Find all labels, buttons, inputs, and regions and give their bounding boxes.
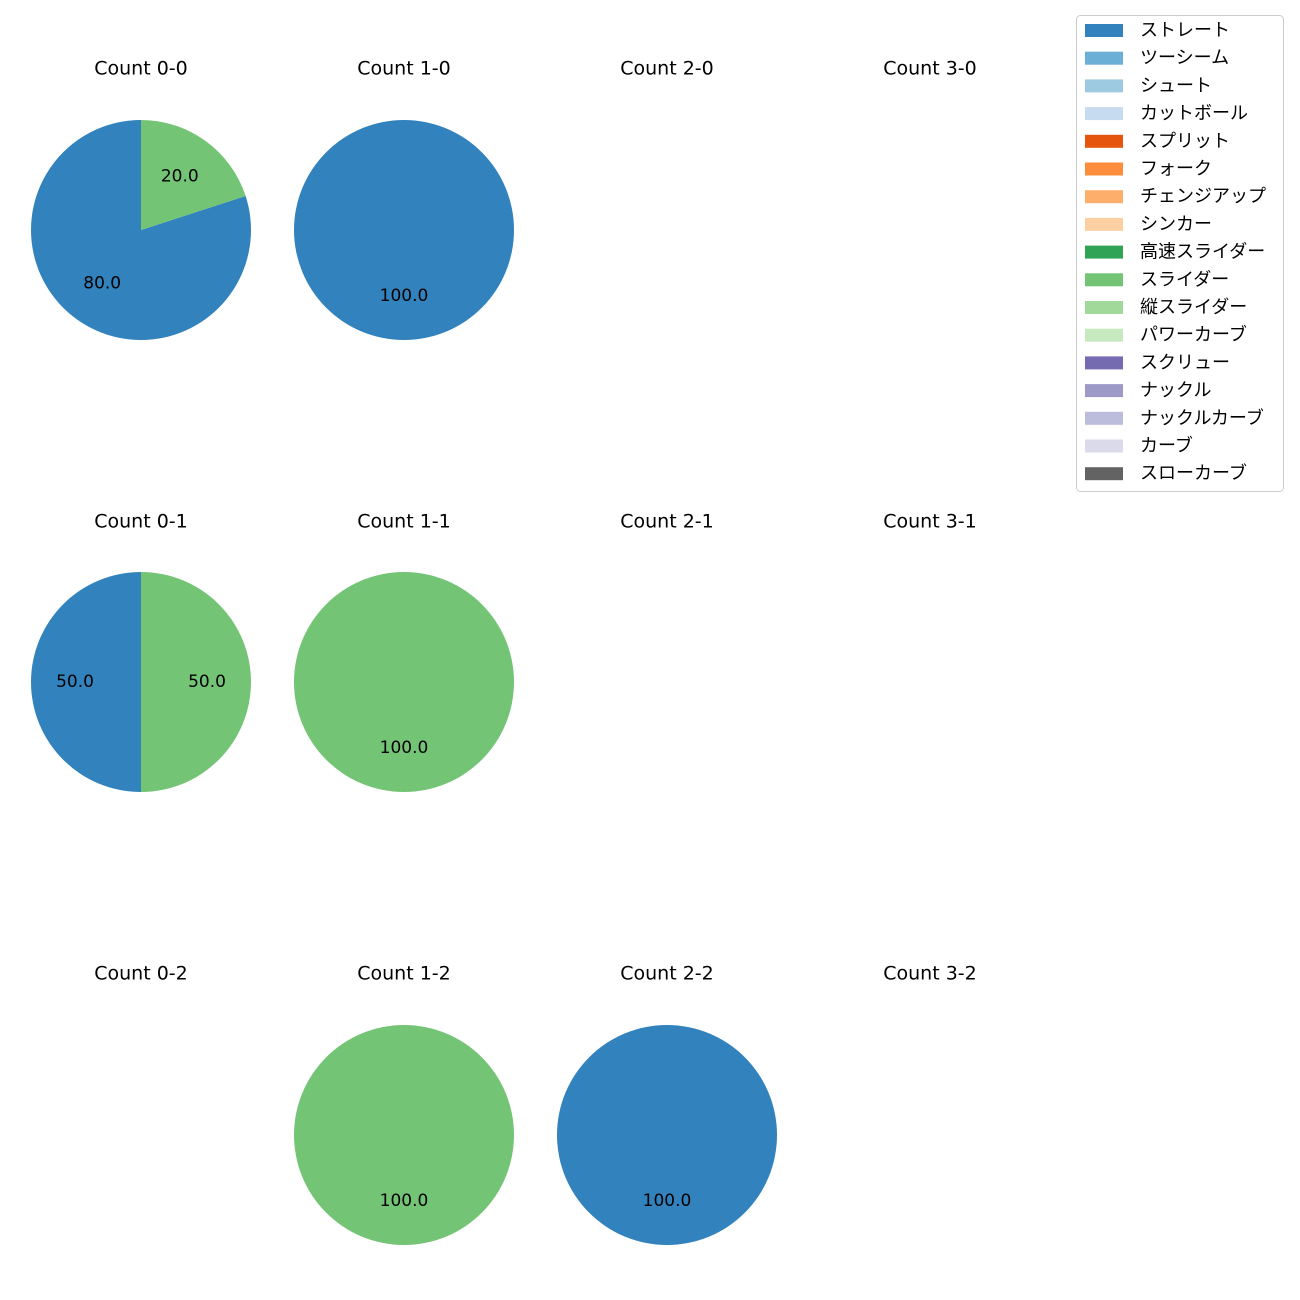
legend-label: フォーク [1140, 159, 1212, 180]
legend-swatch [1085, 467, 1123, 481]
pie-title: Count 2-2 [620, 963, 714, 985]
pie-panel: Count 1-1 100.0 [294, 511, 514, 792]
pie-slice-label: 100.0 [380, 1191, 429, 1211]
legend-swatch [1085, 162, 1123, 176]
legend-label: スライダー [1140, 269, 1229, 290]
legend-label: スクリュー [1140, 352, 1230, 373]
pie-panel: Count 1-2 100.0 [294, 963, 514, 1245]
pie-panel: Count 0-0 80.0 20.0 [30, 58, 251, 340]
pie-panel: Count 2-1 [620, 511, 714, 533]
legend-label: パワーカーブ [1140, 324, 1247, 346]
pie-slice-label: 100.0 [643, 1191, 692, 1211]
pie-slice-label: 80.0 [83, 273, 121, 293]
pie-title: Count 1-2 [357, 963, 451, 985]
legend-label: スローカーブ [1140, 462, 1247, 484]
legend-swatch [1085, 51, 1123, 65]
pie-title: Count 0-2 [94, 963, 188, 985]
pie-slice [31, 572, 141, 792]
legend-swatch [1085, 356, 1123, 370]
pie-title: Count 2-1 [620, 511, 714, 533]
legend-swatch [1085, 273, 1123, 287]
pie-title: Count 3-1 [883, 511, 977, 533]
pie-slice [294, 572, 514, 792]
legend-swatch [1085, 328, 1123, 342]
legend-label: ナックル [1140, 380, 1211, 401]
pie-title: Count 2-0 [620, 58, 714, 80]
legend-label: カットボール [1140, 103, 1248, 124]
legend-label: ナックルカーブ [1140, 407, 1264, 429]
pie-slice-label: 50.0 [188, 672, 226, 692]
legend-swatch [1085, 79, 1123, 93]
legend-label: ツーシーム [1140, 48, 1229, 69]
pie-slice-label: 100.0 [380, 738, 429, 758]
legend-label: チェンジアップ [1140, 186, 1266, 207]
pie-slice [294, 120, 514, 340]
pie-slice [557, 1025, 777, 1245]
pie-panel: Count 3-0 [883, 58, 977, 80]
legend-swatch [1085, 24, 1123, 37]
pie-panel: Count 0-2 [94, 963, 188, 985]
legend-label: 縦スライダー [1140, 297, 1247, 318]
pie-title: Count 3-0 [883, 58, 977, 80]
pie-panel: Count 1-0 100.0 [294, 58, 514, 340]
pie-panel: Count 0-1 50.0 50.0 [31, 511, 251, 792]
pie-title: Count 3-2 [883, 963, 977, 985]
pie-title: Count 0-0 [94, 58, 188, 80]
legend-swatch [1085, 107, 1123, 121]
legend-swatch [1085, 411, 1123, 425]
pie-slice-label: 20.0 [161, 167, 199, 187]
legend-label: シュート [1140, 75, 1212, 96]
legend-swatch [1085, 384, 1123, 398]
pie-slice-label: 50.0 [56, 672, 94, 692]
legend-frame [1076, 15, 1284, 492]
legend-swatch [1085, 301, 1123, 314]
pie-title: Count 0-1 [94, 511, 188, 533]
legend-swatch [1085, 190, 1123, 204]
pie-slice [141, 120, 246, 230]
legend-label: スプリット [1140, 131, 1230, 152]
pie-slice-label: 100.0 [380, 286, 429, 306]
pie-title: Count 1-1 [357, 511, 451, 533]
pie-panel: Count 2-2 100.0 [557, 963, 777, 1245]
pie-title: Count 1-0 [357, 58, 451, 80]
legend-label: カーブ [1140, 435, 1193, 457]
legend: ストレートツーシームシュートカットボールスプリットフォークチェンジアップシンカー… [1076, 15, 1284, 492]
legend-label: 高速スライダー [1140, 242, 1265, 263]
legend-swatch [1085, 134, 1123, 148]
pie-panel: Count 3-2 [883, 963, 977, 985]
legend-label: ストレート [1140, 20, 1230, 41]
pie-panel: Count 3-1 [883, 511, 977, 533]
legend-swatch [1085, 245, 1123, 259]
pie-panel: Count 2-0 [620, 58, 714, 80]
legend-swatch [1085, 217, 1123, 231]
pie-slice [141, 572, 251, 792]
legend-label: シンカー [1140, 214, 1212, 235]
legend-swatch [1085, 439, 1123, 453]
pie-slice [294, 1025, 514, 1245]
